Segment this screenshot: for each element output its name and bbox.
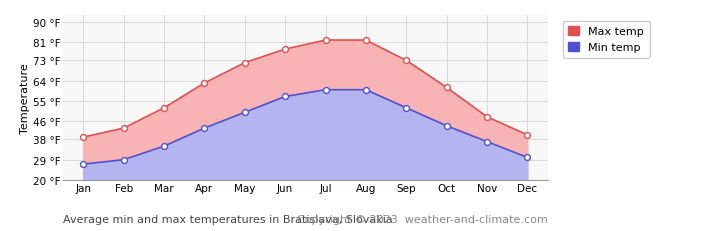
Point — [482, 140, 493, 144]
Point — [78, 163, 89, 166]
Point — [360, 39, 371, 43]
Point — [522, 156, 533, 160]
Point — [441, 125, 452, 128]
Point — [441, 86, 452, 90]
Point — [360, 88, 371, 92]
Point — [279, 48, 291, 52]
Point — [118, 158, 129, 162]
Point — [159, 145, 170, 148]
Point — [401, 59, 412, 63]
Point — [199, 82, 210, 85]
Point — [118, 127, 129, 130]
Point — [401, 106, 412, 110]
Point — [239, 111, 251, 115]
Legend: Max temp, Min temp: Max temp, Min temp — [563, 22, 649, 58]
Text: Copyright © 2023  weather-and-climate.com: Copyright © 2023 weather-and-climate.com — [297, 214, 548, 224]
Point — [159, 106, 170, 110]
Point — [320, 88, 331, 92]
Point — [522, 133, 533, 137]
Point — [239, 61, 251, 65]
Point — [78, 136, 89, 139]
Point — [320, 39, 331, 43]
Point — [279, 95, 291, 99]
Text: Average min and max temperatures in Bratislava, Slovakia: Average min and max temperatures in Brat… — [63, 214, 393, 224]
Y-axis label: Temperature: Temperature — [20, 63, 30, 133]
Point — [199, 127, 210, 130]
Point — [482, 116, 493, 119]
